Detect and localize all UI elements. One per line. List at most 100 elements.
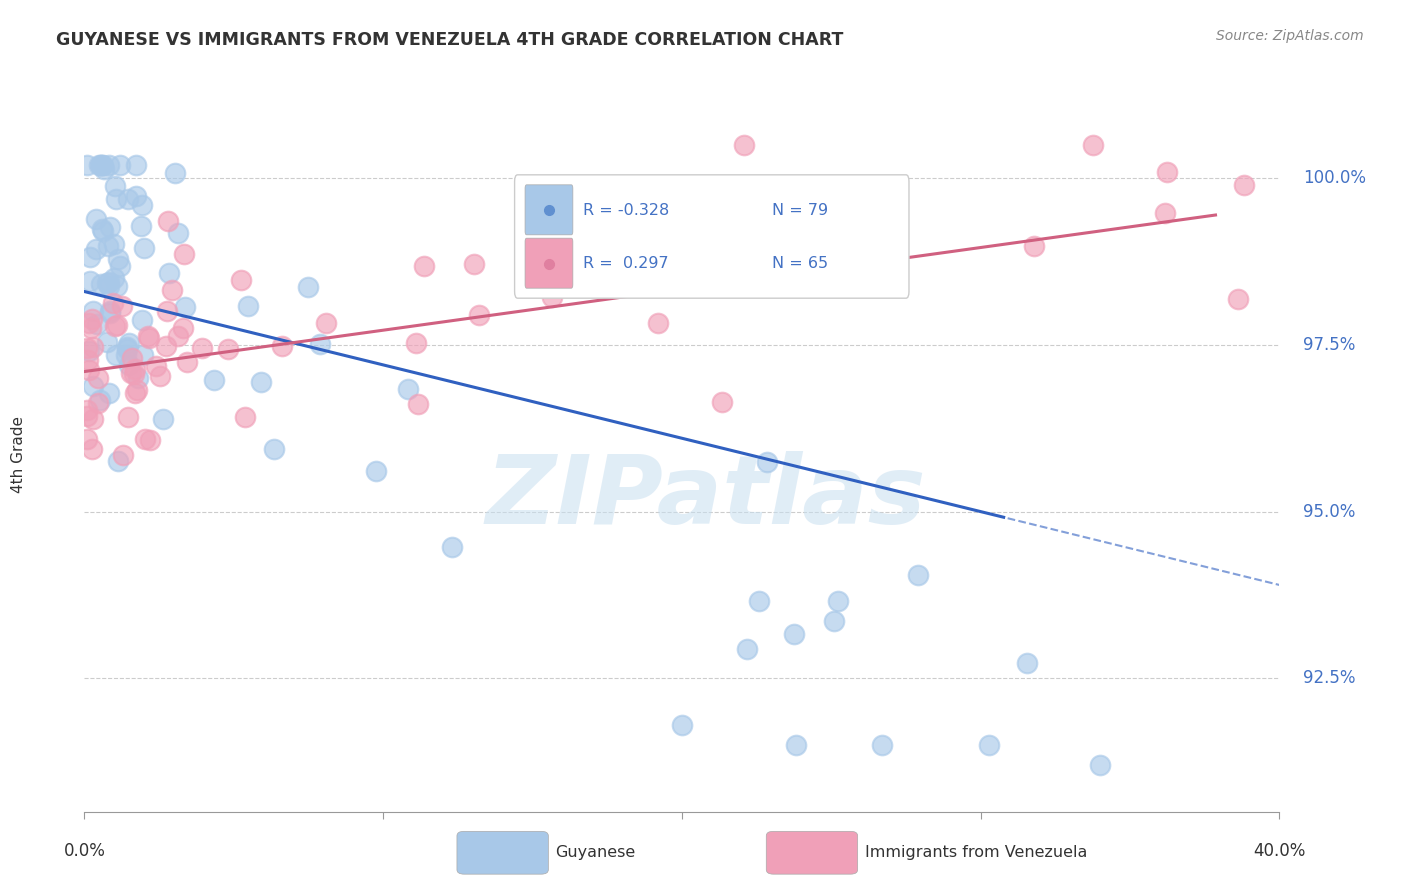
- Point: [107, 454, 129, 468]
- Point: [152, 412, 174, 426]
- Text: R = -0.328: R = -0.328: [583, 202, 669, 218]
- Point: [134, 241, 156, 255]
- Point: [441, 540, 464, 554]
- Point: [104, 348, 127, 362]
- Point: [79, 275, 101, 289]
- Point: [202, 373, 225, 387]
- Point: [755, 455, 778, 469]
- Point: [77, 344, 100, 359]
- Point: [118, 336, 141, 351]
- Point: [783, 626, 806, 640]
- Point: [105, 192, 128, 206]
- Point: [127, 371, 149, 385]
- Point: [82, 379, 104, 393]
- Point: [149, 368, 172, 383]
- Point: [108, 260, 131, 274]
- Point: [231, 272, 253, 286]
- Text: 4th Grade: 4th Grade: [11, 417, 27, 493]
- Text: 95.0%: 95.0%: [1303, 502, 1355, 521]
- Point: [155, 338, 177, 352]
- Point: [79, 316, 101, 330]
- Text: GUYANESE VS IMMIGRANTS FROM VENEZUELA 4TH GRADE CORRELATION CHART: GUYANESE VS IMMIGRANTS FROM VENEZUELA 4T…: [56, 31, 844, 49]
- Point: [156, 213, 179, 227]
- Point: [89, 393, 111, 408]
- Point: [827, 594, 849, 608]
- Point: [134, 432, 156, 446]
- Point: [121, 351, 143, 365]
- Point: [98, 275, 121, 289]
- Point: [907, 568, 929, 582]
- Point: [233, 409, 256, 424]
- Point: [79, 363, 101, 377]
- Point: [87, 370, 110, 384]
- Point: [87, 396, 110, 410]
- Point: [118, 358, 141, 372]
- Point: [91, 224, 114, 238]
- Point: [1227, 292, 1250, 306]
- Point: [107, 252, 129, 267]
- Point: [84, 211, 107, 226]
- Point: [103, 271, 125, 285]
- Text: 0.0%: 0.0%: [63, 842, 105, 860]
- Text: ZIPatlas: ZIPatlas: [485, 451, 927, 544]
- Point: [315, 316, 337, 330]
- Point: [297, 279, 319, 293]
- Point: [468, 308, 491, 322]
- Point: [1232, 178, 1254, 192]
- Point: [131, 219, 153, 233]
- Point: [217, 342, 239, 356]
- Point: [120, 366, 142, 380]
- Point: [263, 442, 285, 457]
- Point: [89, 158, 111, 172]
- Point: [1154, 206, 1177, 220]
- Point: [735, 642, 758, 657]
- Point: [98, 158, 121, 172]
- Point: [114, 349, 136, 363]
- Point: [96, 276, 118, 290]
- Point: [76, 158, 98, 172]
- Point: [122, 368, 145, 382]
- Point: [671, 718, 693, 732]
- Point: [250, 375, 273, 389]
- Point: [238, 299, 260, 313]
- Point: [125, 384, 148, 398]
- Point: [160, 283, 183, 297]
- Point: [641, 237, 664, 252]
- Point: [132, 348, 155, 362]
- Point: [105, 279, 128, 293]
- Point: [90, 158, 112, 172]
- Point: [172, 321, 194, 335]
- Point: [90, 158, 112, 172]
- Point: [711, 394, 734, 409]
- Point: [115, 342, 138, 356]
- Point: [104, 318, 127, 333]
- Point: [163, 166, 186, 180]
- Point: [136, 329, 159, 343]
- Point: [93, 162, 115, 177]
- Point: [405, 335, 427, 350]
- Point: [412, 259, 434, 273]
- Point: [86, 317, 108, 331]
- Point: [125, 189, 148, 203]
- Point: [655, 247, 678, 261]
- Point: [785, 738, 807, 752]
- FancyBboxPatch shape: [515, 175, 910, 298]
- Point: [97, 385, 120, 400]
- Point: [97, 238, 120, 252]
- Point: [96, 334, 118, 349]
- Point: [80, 321, 103, 335]
- Point: [117, 192, 139, 206]
- Point: [124, 158, 146, 172]
- Point: [823, 614, 845, 628]
- Point: [91, 158, 114, 172]
- Point: [541, 290, 564, 304]
- Point: [139, 434, 162, 448]
- Point: [82, 311, 104, 326]
- FancyBboxPatch shape: [524, 185, 572, 235]
- Text: R =  0.297: R = 0.297: [583, 256, 669, 271]
- Point: [76, 409, 98, 424]
- Point: [167, 329, 190, 343]
- Text: Immigrants from Venezuela: Immigrants from Venezuela: [865, 846, 1087, 860]
- Point: [103, 236, 125, 251]
- Point: [176, 355, 198, 369]
